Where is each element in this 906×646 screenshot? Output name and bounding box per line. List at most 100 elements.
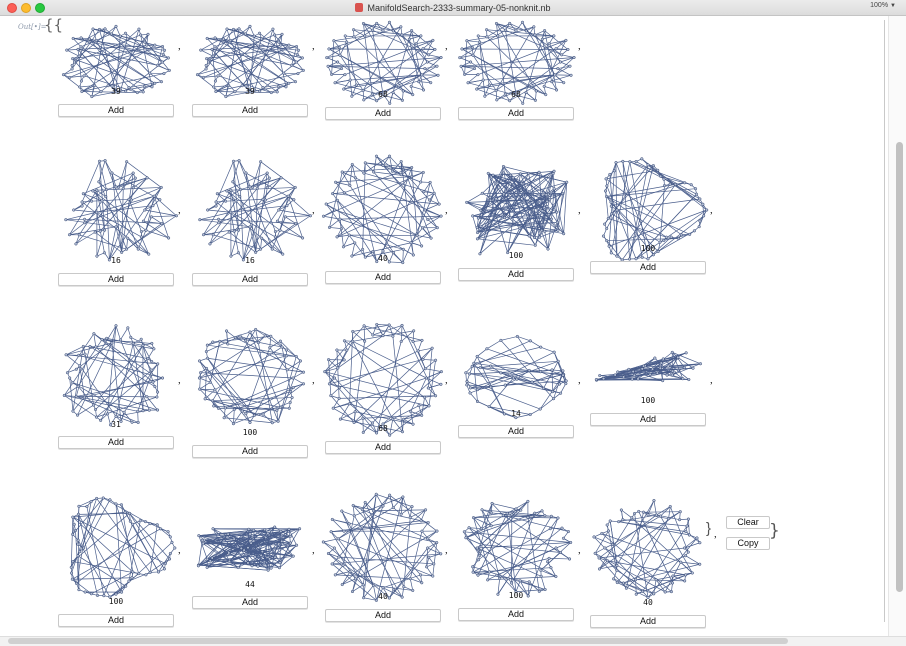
- graph-edge: [125, 57, 169, 92]
- graph-node: [439, 552, 443, 556]
- graph-node: [391, 90, 395, 95]
- separator-comma: ,: [178, 40, 181, 52]
- add-button[interactable]: Add: [458, 107, 574, 120]
- graph-edge: [326, 57, 338, 63]
- graph-edge: [129, 513, 170, 560]
- graph-node: [686, 550, 690, 554]
- add-button[interactable]: Add: [192, 104, 308, 117]
- add-button[interactable]: Add: [192, 273, 308, 286]
- add-button[interactable]: Add: [590, 413, 706, 426]
- graph-node: [470, 45, 474, 50]
- graph-edge: [343, 234, 350, 247]
- graph-node: [666, 364, 670, 368]
- graph-node: [670, 373, 674, 377]
- graph-edge: [328, 359, 339, 369]
- graph-edge: [410, 411, 422, 416]
- graph-node: [632, 511, 637, 516]
- graph-node: [162, 72, 166, 76]
- add-button[interactable]: Add: [325, 609, 441, 622]
- graph-node: [79, 79, 83, 83]
- graph-node: [549, 514, 553, 518]
- add-button[interactable]: Add: [58, 104, 174, 117]
- add-button[interactable]: Add: [325, 271, 441, 284]
- graph-node: [139, 337, 143, 341]
- graph-edge: [335, 181, 350, 186]
- graph-edge: [376, 155, 402, 175]
- graph-node: [275, 219, 279, 223]
- graph-edge: [376, 156, 384, 166]
- graph-edge: [549, 43, 561, 63]
- add-button[interactable]: Add: [192, 445, 308, 458]
- graph-node: [420, 338, 424, 342]
- graph-edge: [557, 65, 571, 69]
- graph-edge: [249, 331, 281, 408]
- add-button[interactable]: Add: [590, 615, 706, 628]
- graph-node: [506, 577, 510, 581]
- graph-plot: [58, 496, 177, 600]
- zoom-window-button[interactable]: [35, 3, 45, 13]
- vertical-scrollbar-thumb[interactable]: [896, 142, 903, 592]
- graph-node: [508, 99, 512, 103]
- add-button[interactable]: Add: [325, 107, 441, 120]
- graph-node: [705, 208, 709, 212]
- graph-node: [427, 53, 431, 57]
- add-button[interactable]: Add: [325, 441, 441, 454]
- graph-node: [227, 551, 231, 555]
- close-window-button[interactable]: [7, 3, 17, 13]
- graph-edge: [325, 203, 366, 258]
- zoom-menu[interactable]: 100% ▼: [870, 2, 896, 9]
- graph-edge: [73, 38, 169, 59]
- graph-node: [479, 526, 484, 531]
- graph-node: [78, 364, 82, 368]
- graph-edge: [354, 496, 404, 517]
- graph-node: [475, 354, 479, 358]
- graph-edge: [533, 181, 567, 211]
- graph-node: [127, 86, 131, 90]
- graph-node: [556, 516, 560, 520]
- graph-edge: [688, 519, 690, 536]
- graph-edge: [621, 509, 632, 519]
- graph-node: [211, 399, 215, 403]
- graph-node: [226, 532, 230, 536]
- graph-node: [362, 324, 366, 328]
- graph-node: [671, 574, 675, 578]
- graph-node: [326, 64, 330, 68]
- add-button[interactable]: Add: [458, 608, 574, 621]
- graph-node: [427, 555, 431, 559]
- add-button[interactable]: Add: [58, 436, 174, 449]
- graph-edge: [102, 339, 154, 350]
- add-button[interactable]: Add: [458, 425, 574, 438]
- graph-node: [556, 359, 560, 363]
- separator-comma: ,: [445, 40, 448, 52]
- graph-node: [70, 63, 74, 67]
- graph-edge: [422, 40, 434, 49]
- graph-node: [153, 81, 157, 85]
- add-button[interactable]: Add: [590, 261, 706, 274]
- minimize-window-button[interactable]: [21, 3, 31, 13]
- graph-node: [641, 510, 646, 514]
- add-button[interactable]: Add: [58, 614, 174, 627]
- graph-edge: [339, 395, 436, 399]
- graph-node: [478, 550, 482, 554]
- cell-bracket[interactable]: [879, 20, 885, 622]
- copy-button[interactable]: Copy: [726, 537, 770, 550]
- graph-edge: [555, 542, 571, 549]
- graph-edge: [118, 161, 127, 188]
- clear-button[interactable]: Clear: [726, 516, 770, 529]
- graph-plot: [325, 20, 443, 105]
- graph-node: [411, 93, 415, 97]
- graph-node: [627, 367, 631, 371]
- graph-node: [400, 33, 404, 37]
- graph-node: [75, 413, 80, 417]
- add-button[interactable]: Add: [58, 273, 174, 286]
- graph-node: [433, 47, 437, 52]
- graph-edge: [420, 509, 426, 521]
- add-button[interactable]: Add: [458, 268, 574, 281]
- graph-node: [702, 214, 706, 218]
- horizontal-scrollbar-thumb[interactable]: [8, 638, 788, 644]
- graph-node: [539, 574, 543, 578]
- add-button[interactable]: Add: [192, 596, 308, 609]
- graph-node: [252, 34, 256, 38]
- graph-edge: [335, 176, 412, 183]
- graph-edge: [212, 329, 256, 401]
